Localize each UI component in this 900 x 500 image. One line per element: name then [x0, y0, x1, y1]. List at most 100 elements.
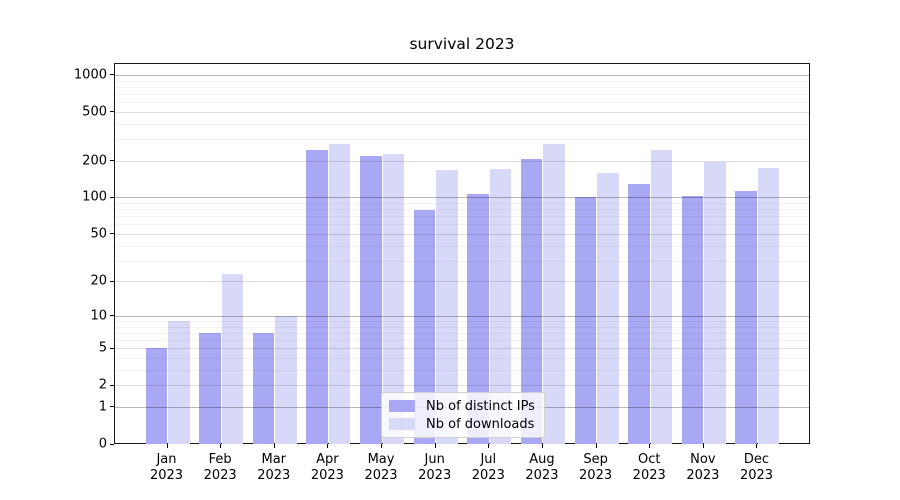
gridline-minor-7 [115, 332, 809, 334]
bar-ips-jan [145, 348, 167, 444]
legend: Nb of distinct IPs Nb of downloads [381, 392, 545, 438]
x-tick-label-aug: Aug 2023 [525, 452, 559, 483]
y-tick-mark-10 [110, 315, 114, 317]
bar-ips-may [360, 155, 382, 444]
y-tick-label-0: 0 [98, 436, 107, 452]
x-tick-mark-oct [649, 444, 651, 448]
bar-downloads-feb [221, 274, 244, 444]
x-tick-mark-mar [273, 444, 275, 448]
x-tick-label-mar: Mar 2023 [257, 452, 291, 483]
gridline-minor-70 [115, 216, 809, 218]
gridline-minor-800 [115, 86, 809, 88]
x-tick-mark-dec [756, 444, 758, 448]
x-tick-mark-jan [166, 444, 168, 448]
gridline-minor-60 [115, 224, 809, 226]
y-tick-label-100: 100 [82, 189, 107, 205]
gridline-2 [115, 385, 809, 387]
y-tick-label-50: 50 [90, 226, 107, 242]
x-tick-mark-aug [541, 444, 543, 448]
y-tick-mark-200 [110, 160, 114, 162]
x-tick-mark-jun [434, 444, 436, 448]
y-tick-mark-1000 [110, 74, 114, 76]
bars-layer [115, 64, 809, 444]
y-tick-mark-0 [110, 443, 114, 445]
chart-title: survival 2023 [409, 35, 515, 53]
x-tick-label-dec: Dec 2023 [739, 452, 774, 483]
gridline-minor-9 [115, 321, 809, 322]
bar-ips-feb [199, 332, 221, 444]
y-tick-label-500: 500 [82, 104, 107, 120]
y-tick-label-1: 1 [98, 399, 107, 415]
x-tick-label-may: May 2023 [364, 452, 398, 483]
x-tick-mark-apr [327, 444, 329, 448]
bar-downloads-apr [328, 143, 351, 444]
gridline-minor-4 [115, 358, 809, 360]
gridline-minor-30 [115, 260, 809, 262]
bar-downloads-sep [597, 172, 619, 444]
x-tick-mark-sep [595, 444, 597, 448]
gridline-minor-900 [115, 80, 809, 82]
bar-downloads-dec [757, 168, 780, 444]
bar-downloads-nov [704, 162, 726, 444]
gridline-10 [115, 315, 809, 317]
x-tick-mark-jul [488, 444, 490, 448]
legend-row-ips: Nb of distinct IPs [389, 397, 537, 415]
bar-ips-mar [252, 332, 275, 444]
gridline-minor-8 [115, 326, 809, 328]
bar-ips-dec [735, 191, 757, 444]
legend-label-ips: Nb of distinct IPs [426, 398, 535, 414]
plot-area [114, 63, 810, 444]
bar-ips-oct [628, 183, 650, 444]
legend-swatch-downloads [389, 417, 415, 431]
gridline-1000 [115, 74, 809, 76]
x-tick-label-sep: Sep 2023 [579, 452, 613, 483]
gridline-minor-6 [115, 340, 809, 342]
y-tick-label-2: 2 [98, 377, 107, 393]
bar-ips-nov [681, 195, 704, 444]
y-tick-mark-20 [110, 280, 114, 282]
bar-downloads-mar [275, 315, 297, 444]
y-tick-label-5: 5 [98, 340, 107, 356]
gridline-200 [115, 160, 809, 162]
x-tick-label-jul: Jul 2023 [471, 452, 505, 483]
gridline-50 [115, 233, 809, 235]
y-tick-label-10: 10 [90, 308, 107, 324]
x-tick-label-apr: Apr 2023 [310, 452, 344, 483]
gridline-minor-600 [115, 102, 809, 104]
y-tick-mark-2 [110, 384, 114, 386]
legend-label-downloads: Nb of downloads [426, 416, 535, 432]
bar-ips-apr [306, 149, 328, 444]
bar-downloads-oct [650, 149, 673, 444]
y-tick-mark-100 [110, 196, 114, 198]
gridline-minor-40 [115, 245, 809, 247]
gridline-100 [115, 197, 809, 199]
y-tick-mark-1 [110, 406, 114, 408]
x-tick-mark-nov [702, 444, 704, 448]
gridline-minor-90 [115, 203, 809, 205]
legend-swatch-ips [389, 399, 415, 413]
gridline-500 [115, 111, 809, 113]
x-tick-label-nov: Nov 2023 [686, 452, 720, 483]
x-tick-label-jan: Jan 2023 [149, 452, 184, 483]
legend-row-downloads: Nb of downloads [389, 415, 537, 433]
bar-ips-sep [574, 197, 597, 444]
y-tick-mark-50 [110, 233, 114, 235]
y-tick-label-20: 20 [90, 273, 107, 289]
y-tick-mark-500 [110, 111, 114, 113]
x-tick-mark-feb [220, 444, 222, 448]
gridline-minor-80 [115, 209, 809, 211]
bar-downloads-jan [168, 321, 190, 444]
gridline-minor-300 [115, 139, 809, 141]
y-tick-mark-5 [110, 347, 114, 349]
gridline-minor-700 [115, 93, 809, 95]
gridline-5 [115, 348, 809, 350]
y-tick-label-200: 200 [82, 153, 107, 169]
bar-downloads-aug [543, 144, 565, 444]
gridline-20 [115, 281, 809, 283]
x-tick-label-feb: Feb 2023 [203, 452, 237, 483]
x-tick-mark-may [381, 444, 383, 448]
gridline-minor-3 [115, 369, 809, 371]
gridline-minor-400 [115, 123, 809, 125]
grid-layer [115, 64, 809, 443]
